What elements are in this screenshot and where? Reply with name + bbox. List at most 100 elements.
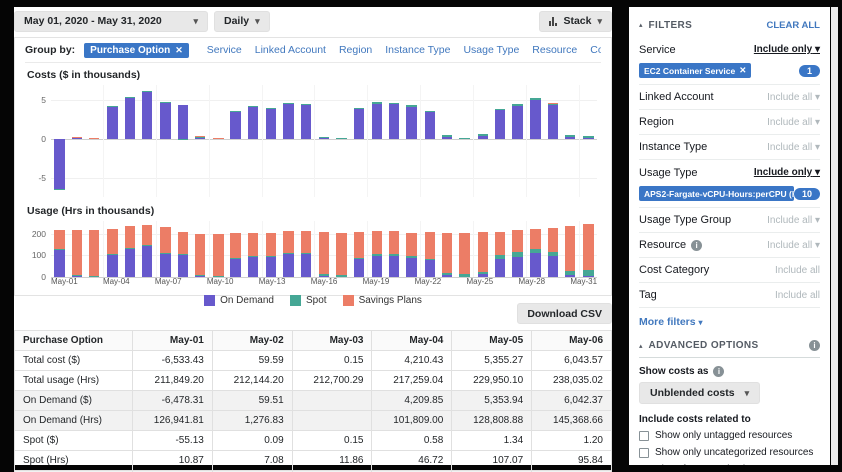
info-icon[interactable]: i — [713, 366, 725, 377]
filter-include-dropdown[interactable]: Include all ▾ — [767, 116, 820, 128]
bar-May-24[interactable] — [456, 221, 473, 277]
group-by-link-region[interactable]: Region — [338, 44, 373, 56]
bar-May-05[interactable] — [121, 221, 138, 277]
checkbox-show-only-untagged-resources[interactable]: Show only untagged resources — [639, 430, 820, 441]
column-header[interactable]: Purchase Option — [14, 330, 133, 351]
column-header[interactable]: May-03 — [291, 330, 373, 351]
bar-May-22[interactable] — [420, 221, 438, 277]
bar-May-21[interactable] — [403, 221, 420, 277]
bar-May-16[interactable] — [314, 221, 332, 277]
column-header[interactable]: May-06 — [531, 330, 612, 351]
filter-include-dropdown[interactable]: Include all ▾ — [767, 214, 820, 226]
bar-May-20[interactable] — [386, 85, 403, 197]
bar-May-07[interactable] — [155, 85, 174, 197]
bar-May-29[interactable] — [544, 85, 561, 197]
bar-May-18[interactable] — [350, 221, 367, 277]
more-filters-link[interactable]: More filters ▾ — [639, 316, 820, 328]
checkbox-box[interactable] — [639, 447, 649, 458]
close-icon[interactable]: ✕ — [739, 65, 747, 75]
clear-all-button[interactable]: CLEAR ALL — [766, 19, 820, 31]
info-icon[interactable]: i — [809, 340, 820, 351]
bar-May-22[interactable] — [420, 85, 438, 197]
bar-May-01[interactable] — [51, 85, 68, 197]
checkbox-box[interactable] — [639, 464, 649, 465]
bar-May-06[interactable] — [138, 221, 155, 277]
column-header[interactable]: May-01 — [132, 330, 213, 351]
show-costs-as-select[interactable]: Unblended costs ▾ — [639, 382, 761, 404]
date-range-selector[interactable]: May 01, 2020 - May 31, 2020 ▾ — [14, 10, 208, 32]
bar-May-01[interactable] — [51, 221, 68, 277]
group-by-link-instance-type[interactable]: Instance Type — [385, 44, 451, 56]
bar-May-21[interactable] — [403, 85, 420, 197]
filter-chip[interactable]: EC2 Container Service ✕ — [639, 63, 752, 78]
bar-May-13[interactable] — [261, 85, 280, 197]
bar-May-10[interactable] — [208, 85, 227, 197]
bar-May-02[interactable] — [68, 221, 85, 277]
bar-May-27[interactable] — [509, 85, 526, 197]
bar-May-09[interactable] — [191, 85, 208, 197]
column-header[interactable]: May-02 — [211, 330, 293, 351]
bar-May-14[interactable] — [280, 85, 297, 197]
bar-May-25[interactable] — [473, 221, 491, 277]
info-icon[interactable]: i — [691, 239, 703, 251]
bar-May-25[interactable] — [473, 85, 491, 197]
bar-May-15[interactable] — [297, 85, 314, 197]
bar-May-05[interactable] — [121, 85, 138, 197]
bar-May-31[interactable] — [578, 85, 597, 197]
bar-May-26[interactable] — [491, 85, 508, 197]
bar-May-11[interactable] — [227, 85, 244, 197]
filter-include-dropdown[interactable]: Include all ▾ — [767, 239, 820, 251]
filter-include-dropdown[interactable]: Include only ▾ — [753, 167, 820, 178]
group-by-link-service[interactable]: Service — [206, 44, 242, 56]
group-by-link-resource[interactable]: Resource — [532, 44, 578, 56]
bar-May-15[interactable] — [297, 221, 314, 277]
bar-May-07[interactable] — [155, 221, 174, 277]
bar-May-09[interactable] — [191, 221, 208, 277]
filter-include-dropdown[interactable]: Include all ▾ — [767, 141, 820, 153]
bar-May-14[interactable] — [280, 221, 297, 277]
bar-May-24[interactable] — [456, 85, 473, 197]
column-header[interactable]: May-05 — [451, 330, 533, 351]
bar-May-29[interactable] — [544, 221, 561, 277]
bar-May-23[interactable] — [439, 85, 456, 197]
bar-May-27[interactable] — [509, 221, 526, 277]
bar-May-28[interactable] — [526, 221, 544, 277]
scrollbar-track[interactable] — [831, 7, 838, 465]
checkbox-show-only-uncategorized-resources[interactable]: Show only uncategorized resources — [639, 447, 820, 458]
bar-May-04[interactable] — [102, 221, 121, 277]
filter-include-dropdown[interactable]: Include all ▾ — [767, 91, 820, 103]
filter-include-dropdown[interactable]: Include all — [774, 264, 820, 276]
download-csv-button[interactable]: Download CSV — [517, 303, 612, 324]
usage-chart[interactable]: 200 100 0 — [32, 221, 597, 282]
filter-include-dropdown[interactable]: Include all — [774, 289, 820, 301]
filter-chip[interactable]: APS2-Fargate-vCPU-Hours:perCPU (Hrs) ✕ — [639, 186, 794, 201]
costs-chart[interactable]: 5 0 -5 — [38, 85, 597, 197]
bar-May-31[interactable] — [578, 221, 597, 277]
checkbox-show-forecasted-values[interactable]: Show forecasted values — [639, 464, 820, 465]
bar-May-18[interactable] — [350, 85, 367, 197]
group-by-chip-purchase-option[interactable]: Purchase Option ✕ — [84, 42, 189, 58]
collapse-icon[interactable]: ▴ — [639, 22, 643, 29]
bar-May-11[interactable] — [227, 221, 244, 277]
bar-May-30[interactable] — [562, 85, 579, 197]
bar-May-10[interactable] — [208, 221, 227, 277]
checkbox-box[interactable] — [639, 430, 649, 441]
bar-May-02[interactable] — [68, 85, 85, 197]
bar-May-23[interactable] — [439, 221, 456, 277]
bar-May-08[interactable] — [174, 85, 191, 197]
group-by-link-usage-type[interactable]: Usage Type — [463, 44, 520, 56]
bar-May-20[interactable] — [386, 221, 403, 277]
collapse-icon[interactable]: ▴ — [639, 342, 643, 350]
bar-May-19[interactable] — [367, 221, 385, 277]
bar-May-04[interactable] — [102, 85, 121, 197]
bar-May-30[interactable] — [562, 221, 579, 277]
bar-May-12[interactable] — [244, 85, 261, 197]
bar-May-28[interactable] — [526, 85, 544, 197]
column-header[interactable]: May-04 — [371, 330, 453, 351]
bar-May-03[interactable] — [86, 85, 103, 197]
bar-May-13[interactable] — [261, 221, 280, 277]
granularity-selector[interactable]: Daily ▾ — [214, 10, 270, 32]
group-by-link-cost-category[interactable]: Cost Category ▾ — [590, 44, 601, 56]
bar-May-17[interactable] — [333, 221, 350, 277]
filter-include-dropdown[interactable]: Include only ▾ — [753, 44, 820, 55]
